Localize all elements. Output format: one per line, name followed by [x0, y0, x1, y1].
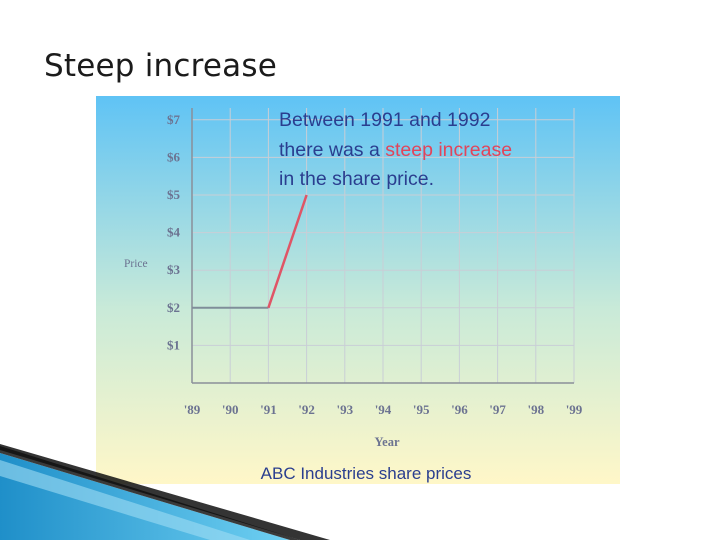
x-tick-label: '99 — [566, 402, 583, 417]
x-tick-label: '91 — [260, 402, 277, 417]
slide-corner-decoration — [0, 444, 330, 540]
x-tick-label: '95 — [413, 402, 430, 417]
chart-annotation: Between 1991 and 1992 there was a steep … — [279, 109, 512, 190]
x-tick-label: '98 — [527, 402, 544, 417]
share-price-chart: $1$2$3$4$5$6$7 '89'90'91'92'93'94'95'96 '… — [96, 96, 620, 484]
annotation-highlight: steep increase — [385, 139, 512, 161]
x-tick-label: '90 — [222, 402, 239, 417]
x-tick-label: '89 — [184, 402, 201, 417]
x-tick-label: '96 — [451, 402, 468, 417]
y-tick-label: $4 — [167, 225, 181, 240]
annotation-line-2: there was a steep increase — [279, 139, 512, 161]
price-line-increase — [267, 194, 308, 309]
y-tick-label: $3 — [167, 262, 181, 277]
price-series — [192, 194, 308, 309]
x-axis-label: Year — [375, 435, 400, 449]
y-tick-label: $7 — [167, 112, 181, 127]
y-tick-label: $6 — [167, 149, 181, 164]
y-axis-label: Price — [124, 258, 148, 270]
annotation-line-3: in the share price. — [279, 168, 434, 190]
y-tick-labels: $1 $2 $3 $4 $5 $6 $7 — [167, 112, 181, 353]
y-tick-label: $2 — [167, 300, 180, 315]
x-tick-label: '92 — [298, 402, 315, 417]
annotation-line-1: Between 1991 and 1992 — [279, 109, 490, 131]
x-tick-label: '97 — [489, 402, 506, 417]
slide-title: Steep increase — [44, 48, 277, 84]
chart-background — [96, 96, 620, 484]
annotation-line-2-prefix: there was a — [279, 139, 385, 161]
chart-axes — [191, 108, 574, 384]
y-tick-label: $5 — [167, 187, 181, 202]
x-tick-label: '94 — [375, 402, 392, 417]
chart-title: ABC Industries share prices — [261, 464, 472, 483]
y-tick-label: $1 — [167, 337, 180, 352]
x-tick-labels: '89 '90 '91 '92 '93 '94 '95 '96 '97 '98 '99 — [184, 402, 583, 417]
chart-grid — [191, 108, 575, 383]
x-tick-label: '93 — [336, 402, 353, 417]
